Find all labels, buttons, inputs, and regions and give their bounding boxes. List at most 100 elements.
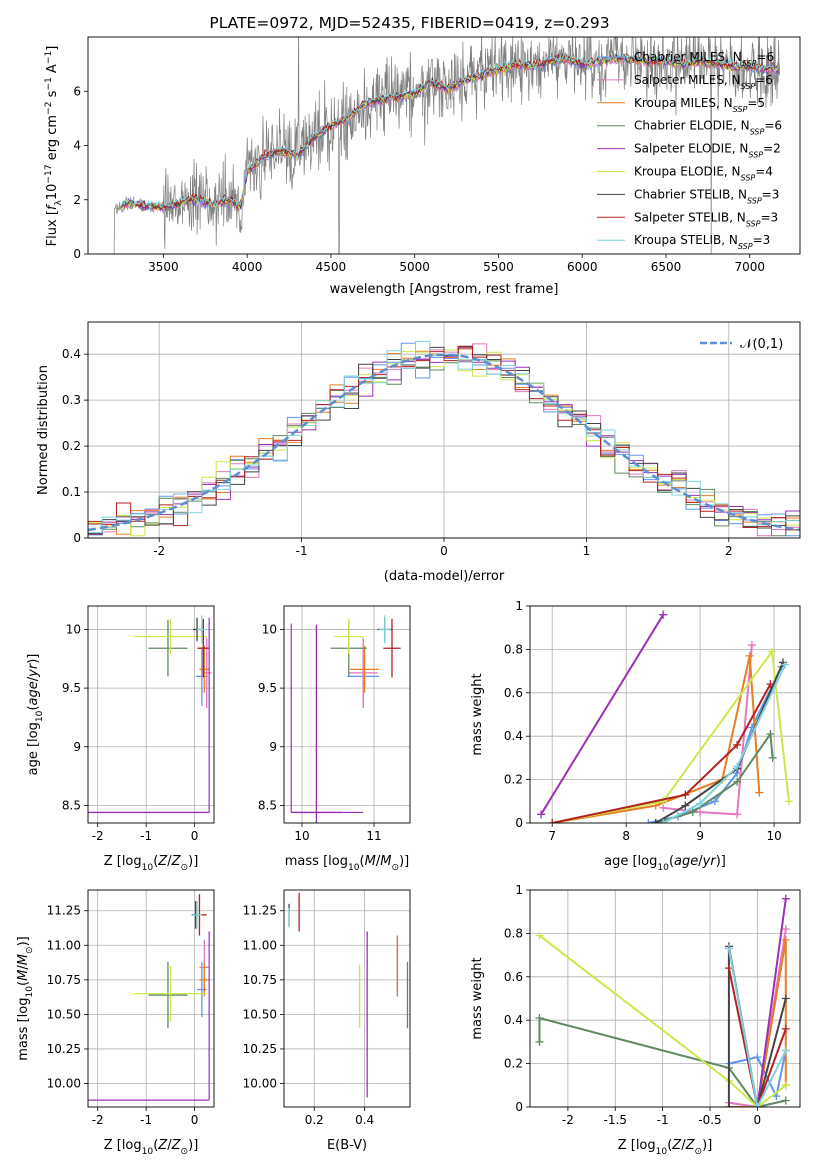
x-tick-label: 0 <box>191 829 199 843</box>
mass-weight-marker <box>535 1014 544 1023</box>
y-tick-label: 0.6 <box>504 970 523 984</box>
mass-weight-vs-age-plot-area <box>537 610 793 823</box>
y-tick-label: 0.4 <box>504 729 523 743</box>
y-tick-label: 1 <box>515 599 523 613</box>
mass-weight-marker <box>733 740 742 749</box>
y-tick-label: 1 <box>515 883 523 897</box>
x-tick-label: 6500 <box>651 260 682 274</box>
legend-entry: Chabrier MILES, NSSP=6 <box>634 50 774 68</box>
mass-weight-marker <box>659 819 668 823</box>
axes-frame <box>87 889 215 1108</box>
y-tick-label: 4 <box>73 139 81 153</box>
x-axis-label: Z [log10(Z/Z⊙)] <box>104 1138 199 1157</box>
y-tick-label: 0.4 <box>504 1013 523 1027</box>
x-tick-label: -2 <box>92 829 104 843</box>
mass-weight-marker <box>681 801 690 810</box>
legend-entry: Kroupa ELODIE, NSSP=4 <box>634 165 773 183</box>
x-tick-label: 10 <box>766 829 781 843</box>
mass-weight-marker <box>781 1081 790 1090</box>
mass-weight-marker <box>651 819 660 823</box>
axes-frame <box>283 889 411 1108</box>
x-tick-label: -2 <box>92 1113 104 1127</box>
y-tick-label: 11.25 <box>243 904 277 918</box>
y-tick-label: 11.25 <box>47 904 81 918</box>
x-axis-label: wavelength [Angstrom, rest frame] <box>330 282 559 297</box>
spectrum-legend: Chabrier MILES, NSSP=6 Salpeter MILES, NS… <box>597 50 782 251</box>
mass-weight-marker <box>768 753 777 762</box>
spectrum-panel: 3500 4000 4500 5000 5500 6000 6500 7000 0 2 4 6 Chab… <box>44 36 801 297</box>
mass-vs-extinction-panel: 0.2 0.4 10.00 10.25 10.50 10.75 11.00 11.25 E(B-… <box>243 889 411 1153</box>
mass-weight-marker <box>781 894 790 903</box>
x-tick-label: -1 <box>140 1113 152 1127</box>
mass-weight-marker <box>535 1037 544 1046</box>
axes-frame <box>87 321 801 539</box>
mass-weight-marker <box>724 1103 733 1107</box>
x-axis-label: age [log10(age/yr)] <box>604 854 726 873</box>
x-tick-label: 11 <box>366 829 381 843</box>
mass-weight-marker <box>548 819 557 823</box>
mass-weight-marker <box>753 1053 762 1062</box>
errorbar-point <box>134 618 207 655</box>
x-tick-label: 0 <box>754 1113 762 1127</box>
mass-weight-series <box>537 610 668 819</box>
x-tick-label: -1.5 <box>604 1113 627 1127</box>
mass-weight-series <box>548 680 775 823</box>
y-axis-label: Flux [fλ10−17 erg cm−2 s−1 A−1] <box>44 46 64 247</box>
y-tick-label: 10.50 <box>47 1007 81 1021</box>
y-tick-label: 0.8 <box>504 926 523 940</box>
mass-weight-marker <box>745 651 754 660</box>
y-tick-label: 10 <box>262 622 277 636</box>
mass-weight-line <box>727 967 787 1107</box>
y-tick-label: 10.25 <box>47 1042 81 1056</box>
mass-weight-marker <box>766 680 775 689</box>
normal-distribution-curve <box>88 353 800 532</box>
mass-weight-line <box>552 655 761 823</box>
y-axis-label: mass weight <box>470 673 485 755</box>
age-vs-metallicity-plot-area <box>88 615 212 814</box>
mass-weight-marker <box>755 788 764 797</box>
x-tick-label: 10 <box>294 829 309 843</box>
legend-entry: Chabrier ELODIE, NSSP=6 <box>634 119 782 137</box>
errorbar-point <box>199 963 210 997</box>
mass-weight-marker <box>767 647 776 656</box>
y-axis-label: Normed distribution <box>36 365 51 495</box>
x-tick-label: 7000 <box>734 260 765 274</box>
errorbar-point <box>383 618 401 678</box>
errorbar-point <box>196 647 208 706</box>
x-tick-label: -1 <box>657 1113 669 1127</box>
mass-weight-marker <box>733 762 742 771</box>
mass-weight-line <box>540 614 665 815</box>
errorbar-point <box>197 615 207 644</box>
legend-entry: Salpeter STELIB, NSSP=3 <box>634 210 778 228</box>
y-tick-label: 0 <box>515 1100 523 1114</box>
residual-histogram-plot-area <box>88 340 800 538</box>
mass-weight-series <box>659 641 756 819</box>
y-tick-label: 0.2 <box>504 773 523 787</box>
mass-weight-line <box>662 664 787 823</box>
mass-weight-marker <box>733 777 742 786</box>
errorbar-point <box>197 961 207 1018</box>
mass-weight-vs-metallicity-panel: -2 -1.5 -1 -0.5 0 0 0.2 0.4 0.6 0.8 1 Z [log10(Z/Z⊙… <box>470 883 801 1157</box>
mass-weight-marker <box>781 935 790 944</box>
mass-weight-marker <box>784 797 793 806</box>
y-tick-label: 0.6 <box>504 686 523 700</box>
y-axis-label: age [log10(age/yr)] <box>26 654 45 776</box>
mass-vs-metallicity-panel: -2 -1 0 10.00 10.25 10.50 10.75 11.00 11.25 Z [lo… <box>16 889 215 1157</box>
model-spectrum-series <box>121 53 780 213</box>
age-vs-mass-plot-area <box>290 615 401 823</box>
age-vs-metallicity-panel: -2 -1 0 8.5 9 9.5 10 Z [log10(Z/Z⊙)] age [log10(… <box>26 605 215 873</box>
x-axis-label: Z [log10(Z/Z⊙)] <box>618 1138 713 1157</box>
y-tick-label: 10 <box>66 622 81 636</box>
mass-weight-marker <box>781 925 790 934</box>
mass-weight-marker <box>681 790 690 799</box>
errorbar-point <box>334 618 364 655</box>
errorbar-point <box>379 615 391 644</box>
errorbar-point <box>192 901 202 929</box>
x-tick-label: -0.5 <box>698 1113 721 1127</box>
errorbar-point <box>199 645 210 693</box>
y-tick-label: 10.00 <box>243 1077 277 1091</box>
legend-entry: Chabrier STELIB, NSSP=3 <box>634 187 779 205</box>
axes-frame <box>87 605 215 824</box>
errorbar-point <box>350 645 380 693</box>
y-tick-label: 9 <box>73 740 81 754</box>
